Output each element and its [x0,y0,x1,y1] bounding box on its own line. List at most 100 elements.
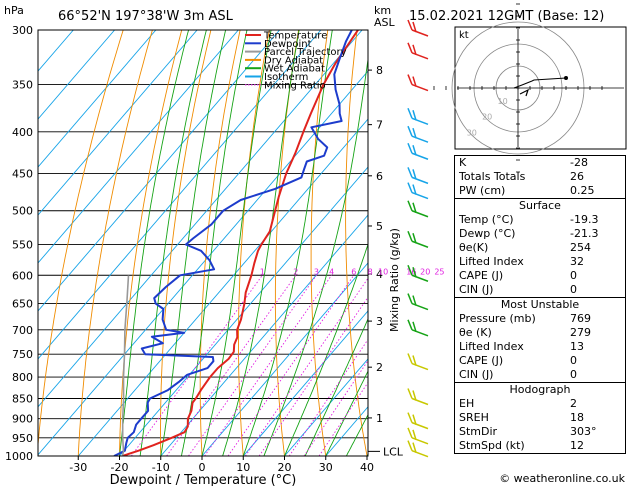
y2-axis-label: Mixing Ratio (g/kg) [388,228,401,332]
wet-adiabat-line [284,242,368,456]
index-value: 26 [570,170,584,183]
mixing-ratio-line [227,274,355,456]
wind-barb-icon [407,388,429,406]
x-tick-label: -30 [69,461,87,474]
surface-value: 0 [570,283,577,296]
hodograph-ring-label: 10 [498,97,508,106]
wind-barb-icon [407,293,429,311]
most-unstable-label: Pressure (mb) [459,312,536,325]
hodograph-trace [513,77,567,89]
wind-barb-icon [407,167,429,185]
surface-value: 32 [570,255,584,268]
index-label: PW (cm) [459,184,506,197]
hodograph-title: Hodograph [509,383,571,396]
most-unstable-value: 13 [570,340,584,353]
lcl-label: LCL [383,445,404,458]
isotherm-line [38,30,157,168]
hodograph-value: 12 [570,439,584,452]
index-row: K -28 [455,156,625,170]
wind-barb-icon [407,42,429,60]
pressure-tick-label: 550 [12,238,33,251]
isotherm-line [160,214,368,456]
dry-adiabat-line [199,30,241,456]
km-label: km [374,4,391,17]
x-axis-label: Dewpoint / Temperature (°C) [110,473,297,486]
legend-label: Dry Adiabat [264,55,323,66]
datetime-title: 15.02.2021 12GMT (Base: 12) [409,9,604,24]
wet-adiabat-line [119,30,190,456]
isotherm-line [119,166,368,456]
mixing-ratio-label: 1 [260,267,265,276]
hpa-label: hPa [4,4,24,17]
most-unstable-label: θe (K) [459,326,492,339]
wind-barb-icon [407,319,429,337]
x-tick-label: 20 [278,461,292,474]
pressure-tick-label: 700 [12,324,33,337]
km-tick-label: 5 [376,220,383,233]
x-tick-label: -10 [152,461,170,474]
hodograph: kt 10 20 30 [433,3,627,173]
wind-barbs [407,19,429,458]
hodograph-end-dot [564,76,568,80]
most-unstable-box: Most Unstable Pressure (mb) 769 θe (K) 279 L… [454,298,626,383]
surface-row: Lifted Index 32 [455,255,625,269]
dry-adiabat-line [345,30,368,456]
wind-barb-icon [407,264,429,282]
series-line-dewpoint [113,30,353,456]
most-unstable-row: θe (K) 279 [455,326,625,340]
hodograph-row: EH 2 [455,397,625,411]
mixing-ratio-line [204,274,332,456]
hodograph-row: StmSpd (kt) 12 [455,439,625,453]
legend-label: Parcel Trajectory [264,47,347,58]
mixing-ratio-label: 4 [329,267,334,276]
pressure-tick-label: 350 [12,79,33,92]
hodograph-value: 303° [570,425,597,438]
legend-label: Wet Adiabat [264,64,325,75]
hodograph-box: Hodograph EH 2 SREH 18 StmDir 303° StmSpd (kt)… [454,383,626,454]
mixing-ratio-line [303,359,368,456]
wind-barb-icon [407,440,429,458]
surface-label: Dewp (°C) [459,227,516,240]
index-row: Totals Totals 26 [455,170,625,184]
dry-adiabat-line [238,30,270,456]
wind-barb-icon [407,125,429,143]
isotherm-line [38,30,363,408]
mixing-ratio-label: 25 [434,267,444,276]
hodograph-label: EH [459,397,475,410]
km-tick-label: 3 [376,315,383,328]
isotherm-line [38,30,74,72]
surface-value: 0 [570,269,577,282]
isotherm-line [201,262,368,456]
wet-adiabat-line [263,56,368,456]
wind-barb-icon [407,19,429,37]
pressure-tick-label: 450 [12,167,33,180]
indices-table: K -28 Totals Totals 26 PW (cm) 0.25 Surface T… [454,155,626,454]
km-tick-label: 2 [376,361,383,374]
dry-adiabat-line [274,30,300,456]
surface-value: 254 [570,241,591,254]
pressure-tick-label: 1000 [5,450,33,463]
mixing-ratio-label: 2 [293,267,298,276]
surface-value: -21.3 [570,227,599,240]
isotherm-line [284,358,368,456]
km-tick-label: 4 [376,268,383,281]
km-tick-label: 1 [376,412,383,425]
pressure-tick-label: 750 [12,348,33,361]
wind-barb-icon [407,230,429,248]
isotherm-line [38,30,280,312]
dry-adiabat-line [119,30,183,456]
wet-adiabat-line [180,30,248,456]
mixing-ratio-label: 8 [368,267,373,276]
series-line-temperature [122,30,359,456]
surface-box: Surface Temp (°C) -19.3 Dewp (°C) -21.3 θe(K… [454,199,626,298]
series-line-parcel-trajectory [121,275,130,456]
wind-barb-icon [407,412,429,430]
hodograph-row: StmDir 303° [455,425,625,439]
surface-label: Temp (°C) [459,213,514,226]
legend-label: Temperature [263,31,327,42]
most-unstable-row: CIN (J) 0 [455,368,625,382]
surface-row: θe(K) 254 [455,241,625,255]
surface-label: θe(K) [459,241,489,254]
